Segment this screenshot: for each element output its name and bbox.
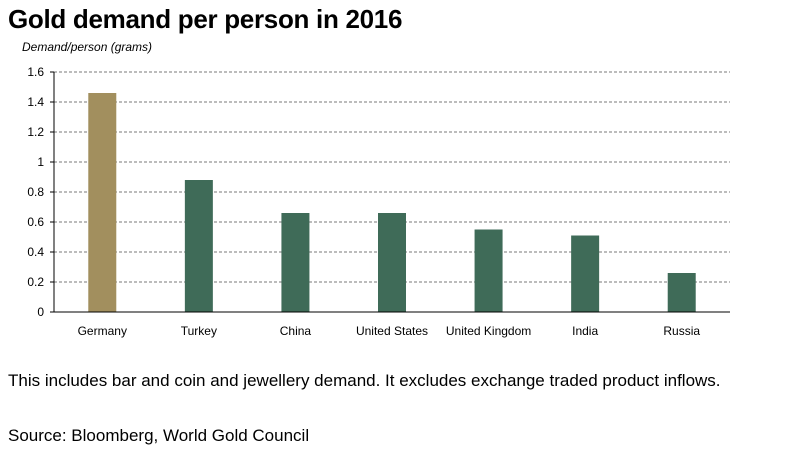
chart-title: Gold demand per person in 2016	[8, 4, 403, 34]
bars	[88, 93, 696, 312]
bar-china	[281, 213, 310, 312]
y-tick-label: 0.4	[27, 245, 44, 259]
x-tick-label: Russia	[663, 324, 700, 338]
bar-united-states	[378, 213, 406, 312]
bar-chart: 0 0.2 0.4 0.6 0.8 1 1.2 1.4 1.6 Germany Turkey Chi…	[27, 65, 730, 338]
y-tick-label: 0	[37, 305, 44, 319]
x-tick-label: United States	[356, 324, 428, 338]
bar-india	[571, 235, 600, 312]
y-tick-label: 0.2	[27, 275, 44, 289]
bar-turkey	[184, 180, 213, 312]
chart-caption: This includes bar and coin and jewellery…	[8, 371, 721, 390]
y-axis-label: Demand/person (grams)	[22, 40, 153, 54]
x-tick-labels: Germany Turkey China United States United Ki…	[78, 324, 701, 338]
chart-source: Source: Bloomberg, World Gold Council	[8, 426, 310, 445]
bar-russia	[667, 273, 696, 312]
y-tick-label: 1.4	[27, 95, 44, 109]
x-tick-label: India	[572, 324, 598, 338]
y-tick-labels: 0 0.2 0.4 0.6 0.8 1 1.2 1.4 1.6	[27, 65, 44, 319]
y-tick-label: 1	[37, 155, 44, 169]
y-tick-label: 0.8	[27, 185, 44, 199]
x-tick-label: Turkey	[181, 324, 217, 338]
y-tick-label: 0.6	[27, 215, 44, 229]
y-tick-label: 1.6	[27, 65, 44, 79]
x-tick-label: China	[280, 324, 312, 338]
axes	[50, 71, 730, 313]
y-tick-label: 1.2	[27, 125, 44, 139]
x-tick-label: Germany	[78, 324, 127, 338]
bar-united-kingdom	[474, 229, 503, 312]
x-tick-label: United Kingdom	[446, 324, 531, 338]
bar-germany	[88, 93, 117, 312]
